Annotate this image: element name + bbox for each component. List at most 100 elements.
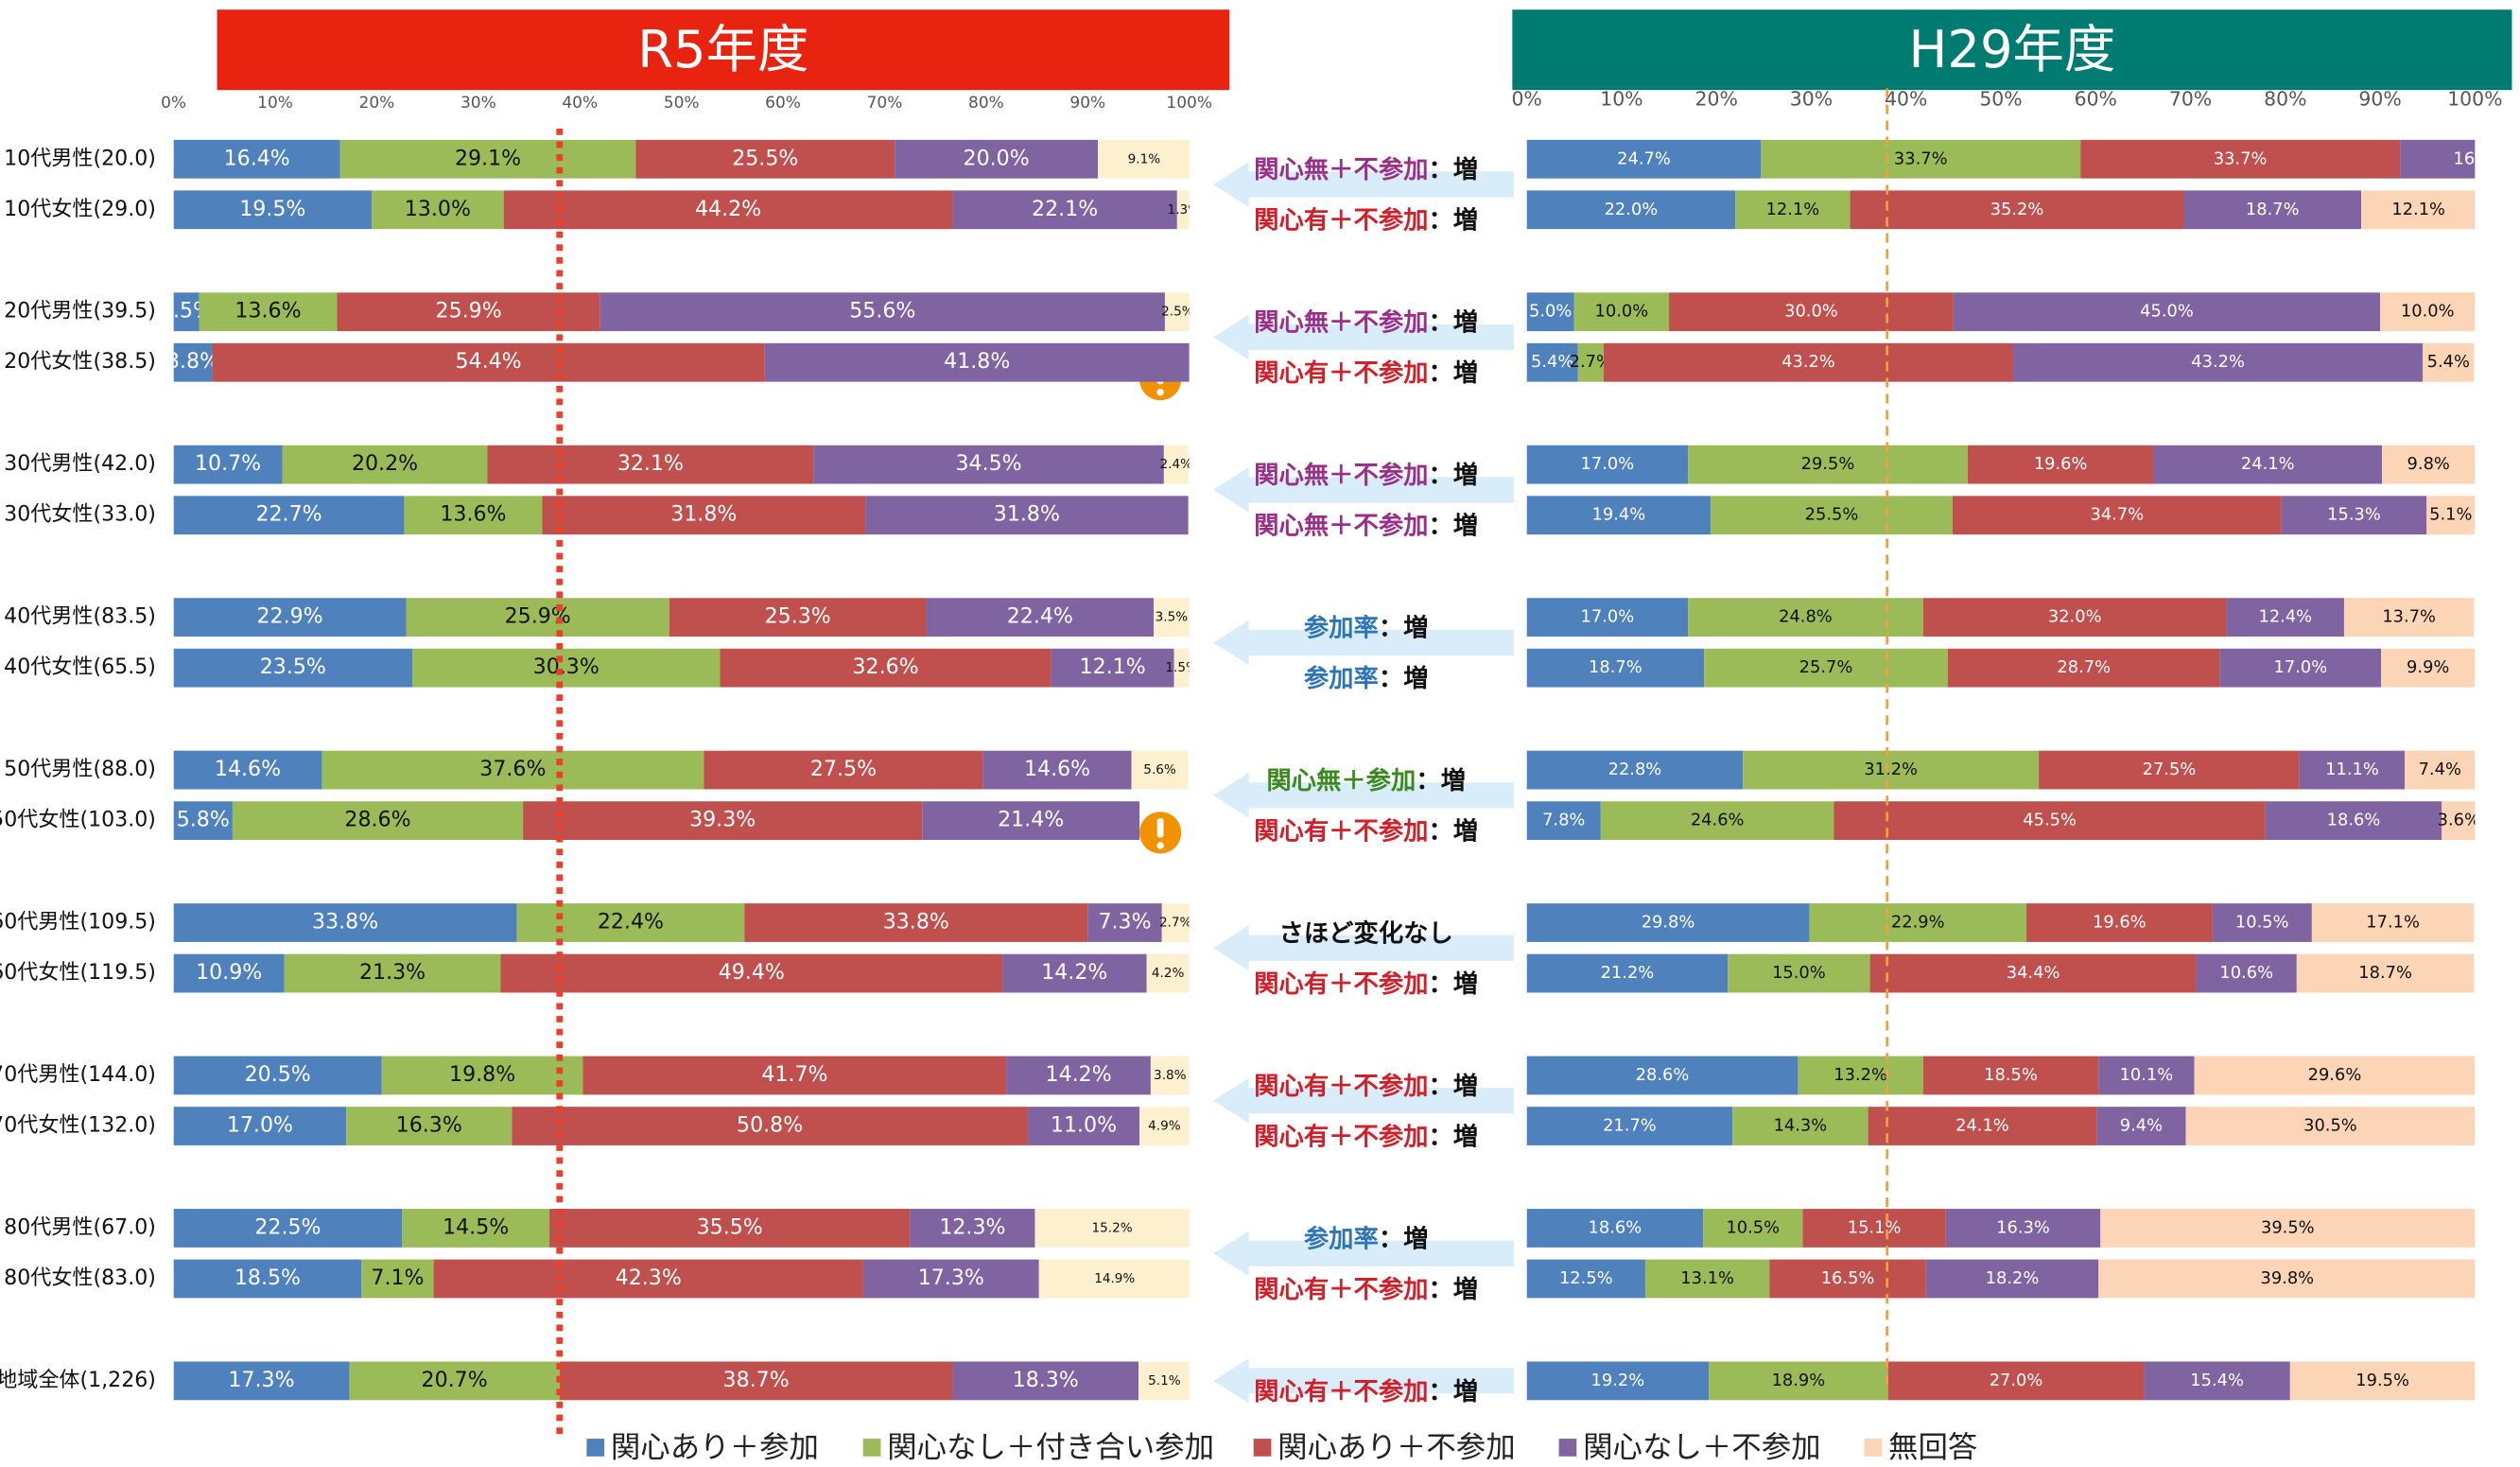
- bar-segment: [1173, 648, 1190, 688]
- annotation-text: 参加率: [1304, 664, 1379, 693]
- header-band: [217, 9, 1230, 91]
- value-label: 19.5%: [2355, 1371, 2409, 1390]
- bars: 16.4% 29.1% 25.5% 20.0% 9.1% 19.5% 13.0% 44.2% 2…: [173, 139, 1192, 1401]
- value-label: 4.9%: [1148, 1119, 1181, 1134]
- bar-segment: [1703, 1209, 1803, 1248]
- bar-segment: [1922, 1056, 2099, 1095]
- value-label: 18.7%: [1589, 657, 1642, 677]
- value-label: 16.9%: [2454, 148, 2508, 168]
- bar-segment: [1150, 1056, 1190, 1095]
- bar-segment: [2098, 1056, 2195, 1095]
- bar-segment: [895, 139, 1099, 179]
- annotation-text: 関心無＋不参加: [1254, 155, 1428, 184]
- value-label: 10.5%: [1726, 1217, 1780, 1237]
- bar-segment: [926, 598, 1155, 637]
- value-label: 2.7%: [1159, 916, 1192, 931]
- bar-segment: [1138, 1361, 1190, 1401]
- bar-segment: [764, 342, 1190, 382]
- annotation: 関心有＋不参加：増: [1254, 969, 1478, 998]
- x-tick-label: 0%: [161, 94, 186, 113]
- bar-segment: [1146, 953, 1190, 993]
- bar-segment: [2265, 801, 2442, 841]
- value-label: 15.3%: [2327, 505, 2381, 525]
- bar-segment: [1526, 1361, 1710, 1401]
- arrow: [1213, 162, 1515, 207]
- bar-segment: [349, 1361, 560, 1401]
- legend-label: 関心あり＋不参加: [1277, 1430, 1515, 1464]
- annotation-suffix: ：増: [1379, 1224, 1429, 1253]
- bar-segment: [1925, 1259, 2099, 1299]
- value-label: 22.4%: [598, 910, 664, 934]
- value-label: 15.4%: [2190, 1371, 2244, 1390]
- bar-segment: [372, 190, 504, 230]
- value-label: 30.5%: [2303, 1116, 2357, 1136]
- value-label: 10.1%: [2120, 1065, 2174, 1085]
- bar-segment: [1743, 750, 2040, 790]
- x-tick-label: 40%: [1885, 87, 1927, 110]
- value-label: 21.2%: [1601, 963, 1655, 983]
- value-label: 19.5%: [239, 197, 305, 221]
- value-label: 13.1%: [1680, 1268, 1734, 1288]
- value-label: 29.8%: [1642, 913, 1695, 933]
- bar-segment: [412, 648, 721, 688]
- legend-swatch: [1864, 1439, 1883, 1457]
- annotation-suffix: ：増: [1428, 307, 1478, 337]
- annotation-suffix: ：増: [1379, 613, 1429, 642]
- bar-segment: [212, 342, 765, 382]
- bar-segment: [322, 750, 704, 790]
- value-label: 31.2%: [1864, 760, 1918, 779]
- bar-segment: [1526, 342, 1578, 382]
- x-tick-label: 70%: [2169, 87, 2212, 110]
- value-label: 11.1%: [2325, 760, 2379, 779]
- value-label: 18.9%: [1772, 1371, 1826, 1390]
- value-label: 5.6%: [1143, 762, 1176, 777]
- legend-label: 関心なし＋不参加: [1583, 1430, 1821, 1464]
- bar-segment: [346, 1107, 513, 1145]
- value-label: 12.3%: [939, 1214, 1005, 1239]
- value-label: 10.6%: [2219, 963, 2273, 983]
- bar-segment: [173, 190, 373, 230]
- value-label: 3.8%: [1154, 1068, 1187, 1083]
- bar-segment: [2026, 903, 2213, 942]
- value-label: 10.9%: [196, 960, 262, 985]
- bar-segment: [952, 1361, 1139, 1401]
- value-label: 18.5%: [235, 1266, 301, 1290]
- value-label: 44.2%: [695, 197, 761, 221]
- value-label: 4.2%: [1152, 966, 1185, 981]
- bar-segment: [1038, 1259, 1190, 1299]
- bar-segment: [1006, 1056, 1151, 1095]
- value-label: 5.1%: [1148, 1373, 1181, 1388]
- category-label: 60代女性(119.5): [0, 960, 156, 985]
- annotation-suffix: ：増: [1428, 358, 1478, 388]
- annotation-text: 関心有＋不参加: [1254, 969, 1428, 998]
- arrow: [1213, 1358, 1515, 1404]
- annotation-suffix: ：増: [1428, 511, 1478, 540]
- value-label: 5.0%: [1529, 302, 1572, 322]
- value-label: 24.6%: [1691, 811, 1745, 830]
- value-label: 55.6%: [849, 299, 915, 323]
- value-label: 14.9%: [1094, 1271, 1135, 1286]
- category-label: 地域全体(1,226): [0, 1368, 156, 1392]
- value-label: 23.5%: [260, 655, 326, 679]
- value-label: 35.2%: [1990, 200, 2044, 219]
- annotation: さほど変化なし: [1279, 918, 1453, 948]
- bar-segment: [559, 1361, 953, 1401]
- bar-segment: [549, 1209, 911, 1248]
- bar-segment: [1526, 953, 1729, 993]
- bar-segment: [600, 292, 1165, 332]
- annotation: 関心有＋不参加：増: [1254, 1071, 1478, 1100]
- value-label: 38.7%: [723, 1368, 790, 1392]
- value-label: 21.7%: [1603, 1116, 1657, 1136]
- bar-segment: [2400, 139, 2476, 179]
- bar-segment: [173, 801, 233, 841]
- bar-segment: [1573, 292, 1670, 332]
- legend-swatch: [862, 1439, 881, 1457]
- bar-segment: [2144, 1361, 2290, 1401]
- bar-segment: [2183, 190, 2362, 230]
- value-label: 30.0%: [1784, 302, 1838, 322]
- value-label: 34.4%: [2007, 963, 2060, 983]
- arrow: [1213, 773, 1515, 818]
- value-label: 22.9%: [257, 604, 323, 629]
- value-label: 41.8%: [944, 349, 1010, 374]
- value-label: 14.6%: [1024, 757, 1090, 781]
